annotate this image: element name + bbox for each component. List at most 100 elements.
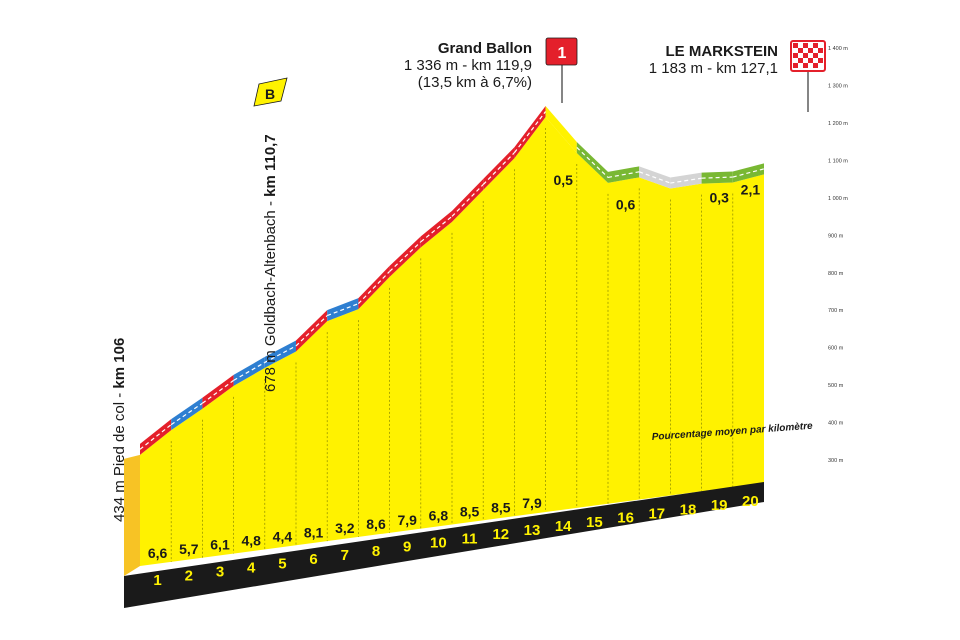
profile-start-face — [124, 454, 140, 576]
km-marker-label: 19 — [711, 497, 728, 514]
km-marker-label: 13 — [524, 522, 541, 539]
start-annotation: 434 m Pied de col - km 106 — [111, 338, 128, 522]
km-marker-label: 7 — [341, 547, 349, 564]
elevation-tick-label: 900 m — [828, 233, 844, 239]
band-centerline — [264, 345, 297, 363]
sprint-annotation-km: km 110,7 — [262, 134, 279, 197]
summit-name: Grand Ballon — [438, 40, 532, 57]
finish-flag-check — [803, 63, 808, 68]
start-annotation-text: 434 m Pied de col - — [111, 389, 128, 522]
gradient-value-label: 7,9 — [522, 495, 542, 511]
finish-flag-check — [808, 48, 813, 53]
elevation-tick-label: 400 m — [828, 421, 844, 427]
start-annotation-km: km 106 — [111, 338, 128, 389]
sprint-annotation: 678 m Goldbach-Altenbach - km 110,7 — [262, 134, 279, 392]
finish-flag-check — [813, 53, 818, 58]
elevation-tick-label: 1 000 m — [828, 196, 848, 202]
gradient-band-segment — [202, 374, 234, 409]
km-marker-label: 17 — [648, 505, 665, 522]
elevation-tick-label: 800 m — [828, 271, 844, 277]
km-marker-label: 3 — [216, 564, 224, 581]
elevation-tick-label: 1 100 m — [828, 158, 848, 164]
gradient-value-label: 0,6 — [616, 196, 636, 212]
finish-flag-check — [813, 43, 818, 48]
band-centerline — [513, 111, 547, 154]
gradient-band-segment — [171, 397, 203, 431]
finish-checkered-flag — [790, 40, 826, 72]
finish-flag-check — [793, 43, 798, 48]
gradient-band-segment — [514, 106, 546, 159]
sprint-badge — [253, 77, 288, 107]
km-gridlines — [170, 128, 734, 562]
km-marker-label: 6 — [309, 551, 317, 568]
summit-flag — [545, 37, 578, 66]
gradient-band — [139, 106, 765, 455]
band-centerline — [732, 168, 765, 178]
band-centerline — [670, 177, 702, 184]
finish-details: 1 183 m - km 127,1 — [649, 60, 778, 77]
elevation-tick-label: 1 300 m — [828, 84, 848, 90]
gradient-band-segment — [420, 210, 452, 248]
finish-name: LE MARKSTEIN — [666, 43, 779, 60]
gradient-value-label: 6,8 — [429, 508, 449, 524]
band-centerline — [295, 315, 328, 347]
km-marker-label: 11 — [462, 530, 478, 547]
summit-climb-stats: (13,5 km à 6,7%) — [418, 74, 532, 91]
summit-details: 1 336 m - km 119,9 — [404, 57, 532, 74]
band-centerline — [170, 402, 203, 426]
elevation-tick-label: 600 m — [828, 346, 844, 352]
band-centerline — [357, 271, 391, 305]
band-centerline — [607, 171, 640, 179]
gradient-value-label: 6,6 — [148, 545, 168, 561]
gradient-value-label: 4,4 — [273, 528, 293, 544]
km-marker-label: 15 — [586, 514, 603, 531]
finish-flag-check — [798, 48, 803, 53]
band-centerline — [482, 152, 515, 185]
km-marker-label: 10 — [430, 535, 447, 552]
km-marker-label: 2 — [185, 568, 193, 585]
finish-flag-check — [813, 63, 818, 68]
elevation-tick-label: 1 200 m — [828, 121, 848, 127]
gradient-value-label: 6,1 — [210, 537, 230, 553]
km-marker-label: 18 — [680, 501, 697, 518]
km-marker-label: 8 — [372, 543, 380, 560]
km-marker-label: 20 — [742, 493, 759, 510]
gradient-value-label: 8,5 — [460, 504, 480, 520]
km-marker-label: 16 — [617, 510, 634, 527]
band-centerline — [638, 171, 671, 184]
band-centerline — [576, 147, 609, 178]
km-marker-label: 12 — [492, 526, 509, 543]
gradient-value-label: 0,3 — [709, 190, 729, 206]
base-strip-band — [124, 482, 764, 608]
gradient-value-label: 8,5 — [491, 499, 511, 515]
elevation-axis: 300 m 400 m 500 m 600 m 700 m 800 m 900 m 1 000… — [828, 46, 848, 464]
gradient-value-label: 2,1 — [741, 181, 761, 197]
finish-flag-check — [793, 53, 798, 58]
gradient-band-segment — [233, 356, 265, 386]
finish-flag-check — [803, 43, 808, 48]
gradient-value-label: 8,1 — [304, 524, 324, 540]
band-centerline — [389, 241, 422, 272]
km-marker-label: 4 — [247, 559, 256, 576]
elevation-tick-label: 300 m — [828, 458, 844, 464]
elevation-tick-label: 700 m — [828, 308, 844, 314]
gradient-value-label: 7,9 — [397, 512, 417, 528]
finish-flag-check — [818, 48, 823, 53]
km-marker-label: 14 — [555, 518, 572, 535]
band-centerline — [326, 303, 359, 317]
summit-flag-number: 1 — [558, 45, 567, 62]
gradient-band-segment — [140, 419, 172, 455]
km-marker-label: 1 — [153, 572, 161, 589]
elevation-tick-label: 500 m — [828, 383, 844, 389]
finish-flag-check — [798, 58, 803, 63]
base-strip: 1 2 3 4 5 6 7 8 9 10 11 12 13 14 15 16 17 18 19 20 — [124, 482, 764, 608]
gradient-value-label: 3,2 — [335, 520, 355, 536]
gradient-value-label: 0,5 — [553, 172, 573, 188]
band-centerline — [701, 176, 733, 179]
km-marker-label: 5 — [278, 555, 286, 572]
gradient-band-segment — [545, 106, 577, 153]
finish-flag-check — [803, 53, 808, 58]
gradient-value-label: 4,8 — [241, 533, 261, 549]
band-centerline — [451, 184, 484, 217]
